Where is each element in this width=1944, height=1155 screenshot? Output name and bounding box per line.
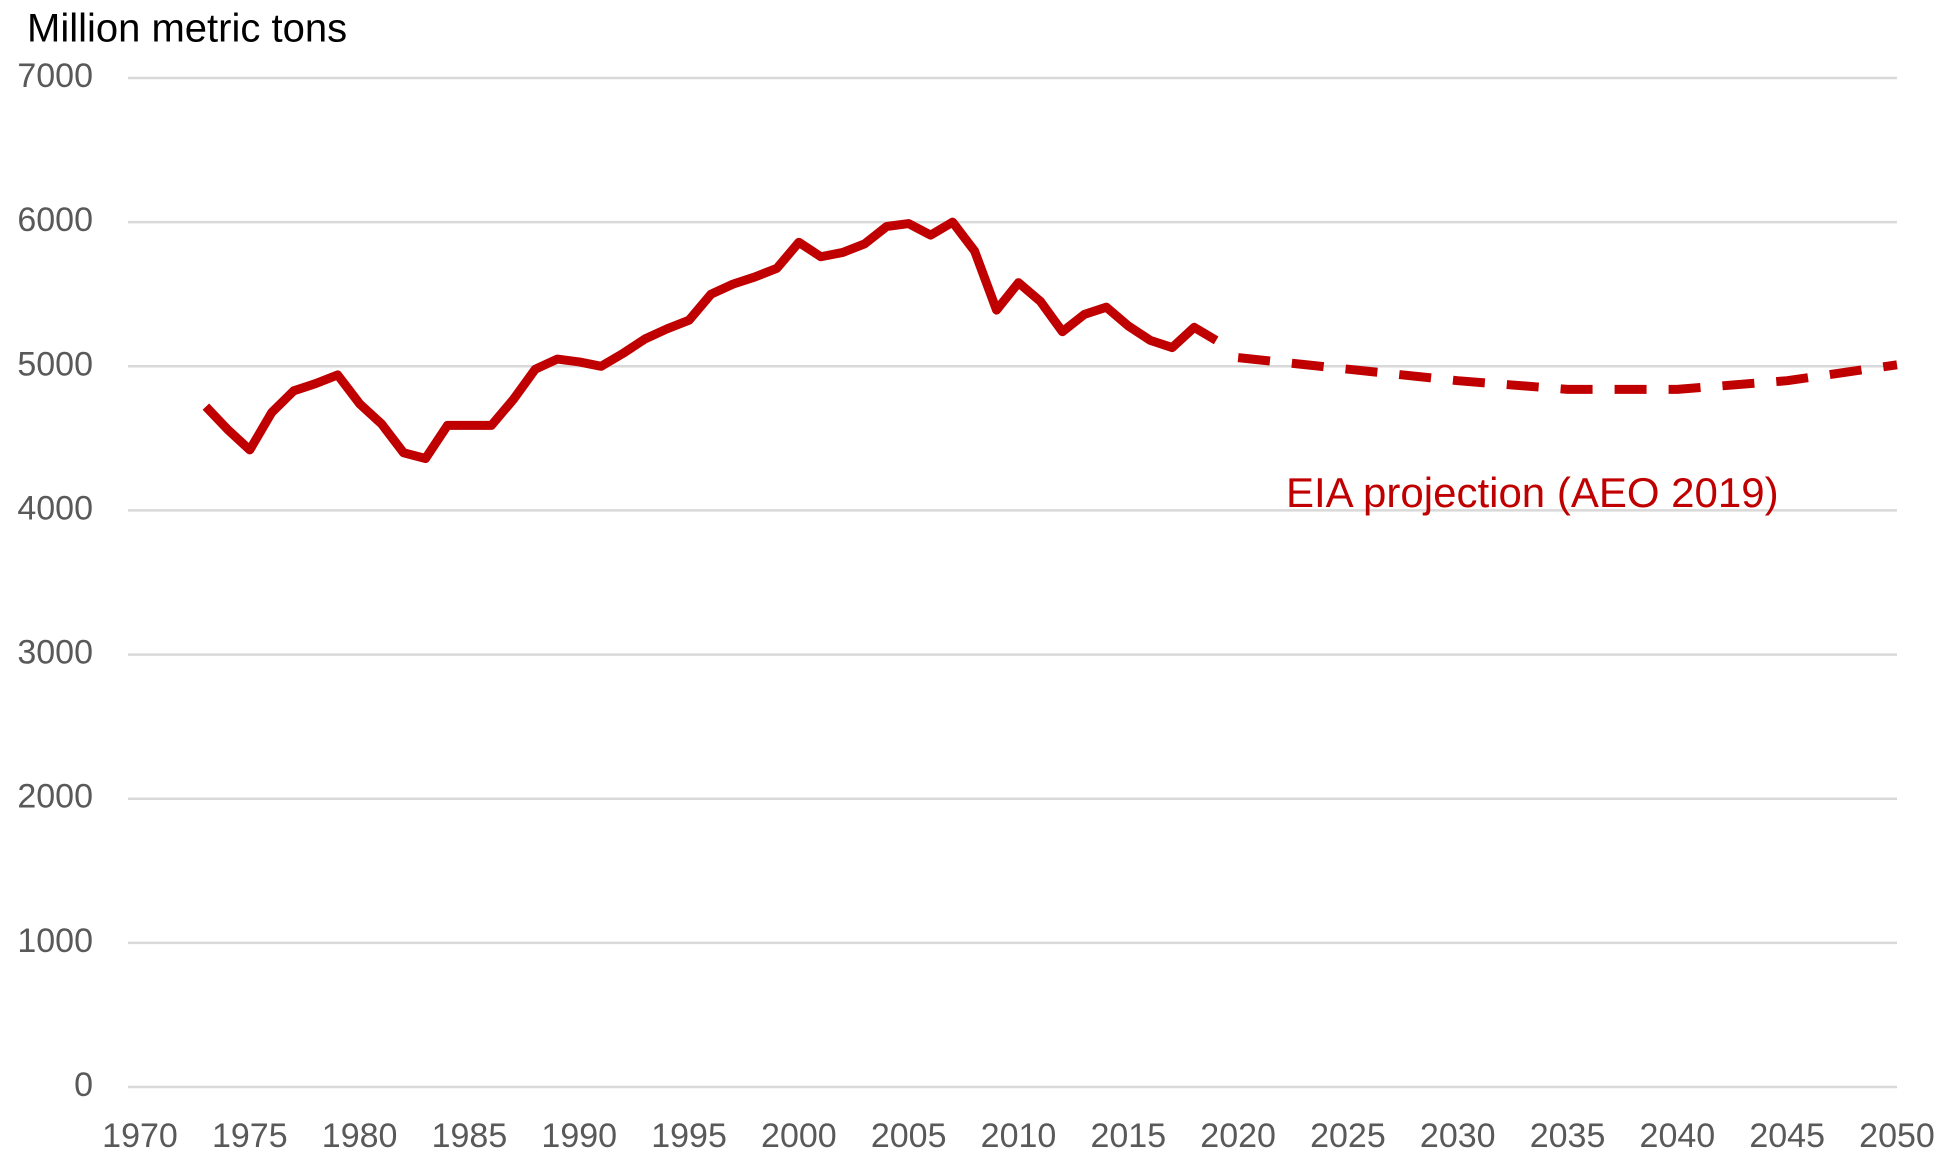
x-tick-label: 2025 (1310, 1117, 1386, 1155)
x-tick-label: 2040 (1640, 1117, 1716, 1155)
y-tick-label: 7000 (17, 57, 93, 95)
x-tick-label: 1970 (102, 1117, 178, 1155)
y-tick-label: 3000 (17, 634, 93, 672)
x-tick-label: 2030 (1420, 1117, 1496, 1155)
x-tick-label: 1995 (651, 1117, 727, 1155)
x-tick-label: 2000 (761, 1117, 837, 1155)
x-tick-label: 2015 (1090, 1117, 1166, 1155)
y-tick-label: 4000 (17, 489, 93, 527)
y-tick-label: 5000 (17, 345, 93, 383)
x-tick-label: 1980 (322, 1117, 398, 1155)
y-tick-label: 6000 (17, 201, 93, 239)
y-tick-label: 0 (74, 1066, 93, 1104)
x-tick-label: 2005 (871, 1117, 947, 1155)
series-line (1237, 353, 1898, 394)
x-tick-label: 1990 (541, 1117, 617, 1155)
x-tick-label: 2050 (1859, 1117, 1935, 1155)
chart-title: Million metric tons (27, 7, 347, 51)
annotation: EIA projection (AEO 2019) (1286, 469, 1779, 516)
x-tick-label: 2020 (1200, 1117, 1276, 1155)
y-tick-label: 1000 (17, 922, 93, 960)
x-tick-label: 2035 (1530, 1117, 1606, 1155)
x-tick-label: 2010 (981, 1117, 1057, 1155)
y-tick-label: 2000 (17, 778, 93, 816)
x-tick-label: 1985 (432, 1117, 508, 1155)
x-tick-label: 2045 (1749, 1117, 1825, 1155)
x-tick-label: 1975 (212, 1117, 288, 1155)
series-line (202, 217, 1219, 464)
